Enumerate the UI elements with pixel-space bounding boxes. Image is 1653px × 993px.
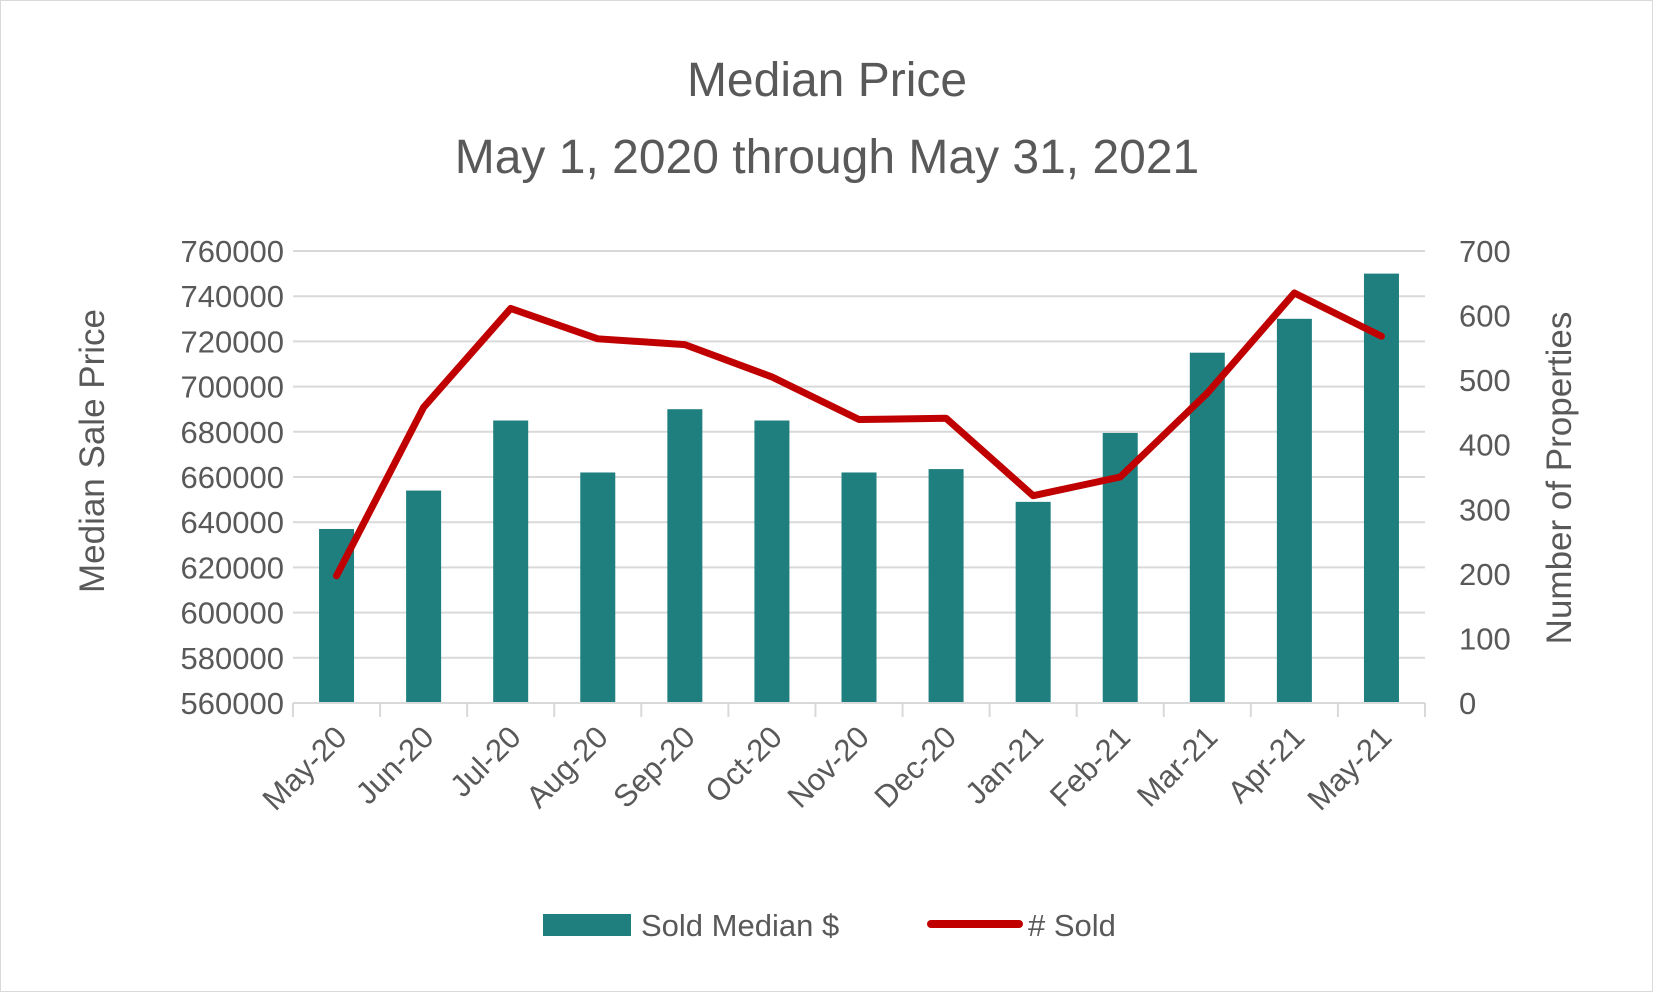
- y-tick-label: 760000: [181, 234, 284, 269]
- x-tick-label: Mar-21: [1130, 719, 1224, 813]
- bar: [754, 421, 789, 704]
- bar: [842, 472, 877, 703]
- y2-tick-label: 400: [1459, 428, 1511, 463]
- bar: [667, 409, 702, 703]
- bar: [1277, 319, 1312, 703]
- chart-title-line-2: May 1, 2020 through May 31, 2021: [455, 131, 1200, 184]
- x-tick-label: Jan-21: [958, 719, 1050, 811]
- y2-tick-label: 200: [1459, 557, 1511, 592]
- y-axis-title: Median Sale Price: [73, 309, 112, 593]
- legend-label-line: # Sold: [1028, 908, 1116, 943]
- x-tick-label: May-20: [256, 719, 354, 817]
- y-tick-label: 580000: [181, 641, 284, 676]
- y2-tick-label: 0: [1459, 686, 1476, 721]
- y2-tick-label: 500: [1459, 363, 1511, 398]
- y-tick-label: 740000: [181, 279, 284, 314]
- y2-tick-label: 600: [1459, 299, 1511, 334]
- bar: [1016, 502, 1051, 703]
- x-tick-label: Oct-20: [698, 719, 789, 810]
- y2-tick-label: 700: [1459, 234, 1511, 269]
- y-axis-tick-labels: 760000 740000 720000 700000 680000 660000 6400…: [181, 234, 284, 721]
- axes: [293, 703, 1425, 717]
- x-tick-label: Dec-20: [868, 719, 963, 814]
- y-tick-label: 620000: [181, 550, 284, 585]
- chart-title-line-1: Median Price: [687, 54, 967, 107]
- y2-axis-tick-labels: 700 600 500 400 300 200 100 0: [1459, 234, 1511, 721]
- y-tick-label: 600000: [181, 596, 284, 631]
- x-tick-label: Jun-20: [349, 719, 441, 811]
- y-tick-label: 660000: [181, 460, 284, 495]
- x-tick-label: Feb-21: [1043, 719, 1137, 813]
- x-tick-label: Aug-20: [519, 719, 614, 814]
- y2-tick-label: 300: [1459, 492, 1511, 527]
- legend-label-bar: Sold Median $: [641, 908, 839, 943]
- x-tick-label: Apr-21: [1221, 719, 1312, 810]
- x-tick-label: Nov-20: [781, 719, 876, 814]
- x-tick-label: Sep-20: [606, 719, 701, 814]
- y-tick-label: 720000: [181, 324, 284, 359]
- y2-axis-title: Number of Properties: [1540, 312, 1579, 645]
- x-tick-label: May-21: [1301, 719, 1399, 817]
- bar: [406, 491, 441, 703]
- bar: [929, 469, 964, 703]
- y-tick-label: 700000: [181, 370, 284, 405]
- y-tick-label: 680000: [181, 415, 284, 450]
- bar: [493, 421, 528, 704]
- y-tick-label: 640000: [181, 505, 284, 540]
- legend: Sold Median $ # Sold: [543, 908, 1116, 943]
- y2-tick-label: 100: [1459, 621, 1511, 656]
- y-tick-label: 560000: [181, 686, 284, 721]
- legend-swatch-bar: [543, 914, 631, 936]
- x-tick-label: Jul-20: [443, 719, 527, 803]
- bar: [580, 472, 615, 703]
